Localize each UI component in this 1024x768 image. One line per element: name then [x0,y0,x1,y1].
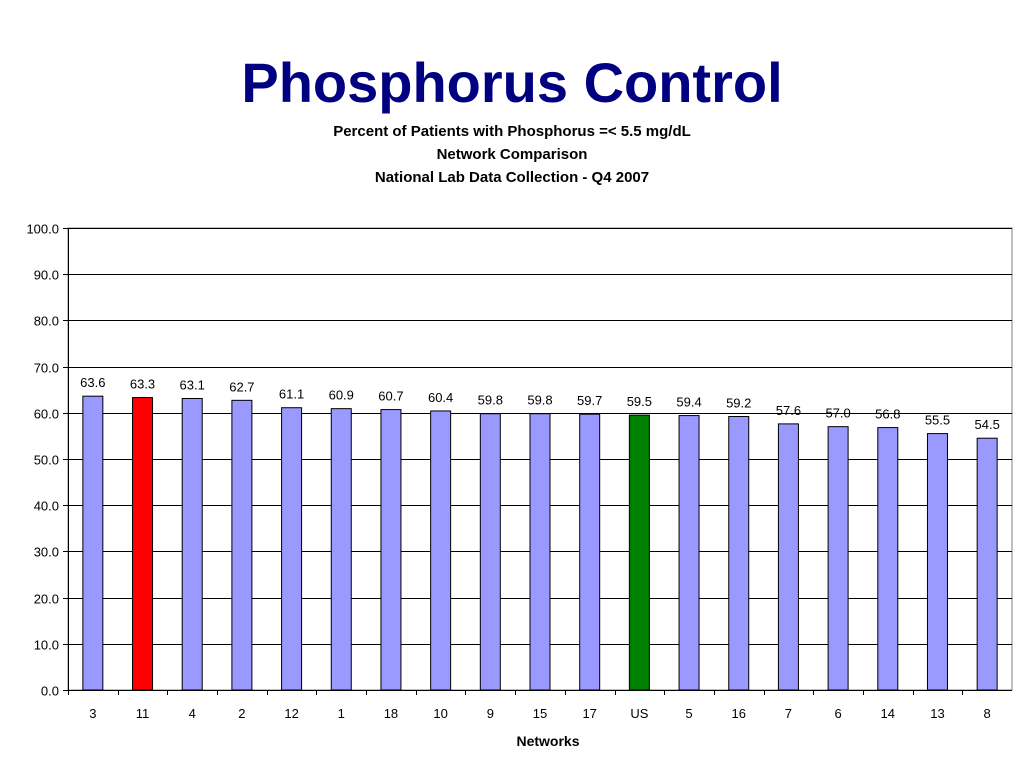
bar-8 [976,437,998,691]
data-label: 59.7 [577,393,602,408]
bar-11 [132,397,154,691]
x-tick-label: 18 [384,706,398,721]
x-tick-label: 5 [685,706,692,721]
x-axis-label: Networks [516,733,579,749]
data-label: 55.5 [925,413,950,428]
x-tick-label: 14 [881,706,895,721]
x-tick-label: US [630,706,648,721]
data-label: 61.1 [279,387,304,402]
bar-16 [728,415,750,691]
chart-title-line-1: Percent of Patients with Phosphorus =< 5… [333,123,691,140]
slide-title: Phosphorus Control [241,51,783,114]
x-tick-label: 12 [284,706,298,721]
data-label: 57.0 [825,406,850,421]
data-label: 63.1 [180,377,205,392]
x-tick-label: 11 [136,706,150,721]
bar-US [628,414,650,691]
y-tick-label: 70.0 [34,361,59,376]
data-label: 59.8 [478,393,503,408]
data-label: 60.4 [428,390,453,405]
y-tick-label: 60.0 [34,407,59,422]
x-tick-label: 4 [189,706,196,721]
data-label: 59.4 [676,395,701,410]
bar-7 [777,423,799,691]
x-tick-label: 7 [785,706,792,721]
data-label: 59.8 [527,393,552,408]
bar-6 [827,426,849,691]
data-label: 63.3 [130,377,155,392]
data-label: 62.7 [229,379,254,394]
bar-18 [380,409,402,691]
bar-5 [678,415,700,691]
x-tick-label: 13 [930,706,944,721]
data-label: 57.6 [776,403,801,418]
y-tick-label: 50.0 [34,453,59,468]
bar-2 [231,399,253,691]
x-tick-label: 17 [582,706,596,721]
y-tick-label: 100.0 [26,222,59,237]
bar-3 [82,395,104,691]
x-tick-label: 10 [433,706,447,721]
x-tick-label: 9 [487,706,494,721]
y-tick-label: 40.0 [34,499,59,514]
x-tick-label: 6 [834,706,841,721]
chart-title-line-3: National Lab Data Collection - Q4 2007 [374,169,650,186]
x-tick-label: 1 [338,706,345,721]
y-tick-label: 10.0 [34,638,59,653]
data-label: 59.5 [627,394,652,409]
bar-10 [430,410,452,691]
x-tick-label: 8 [984,706,991,721]
data-label: 56.8 [875,407,900,422]
bar-9 [479,413,501,691]
bar-14 [877,427,899,691]
x-tick-label: 16 [732,706,746,721]
y-tick-label: 30.0 [34,545,59,560]
y-tick-label: 80.0 [34,314,59,329]
data-label: 54.5 [975,417,1000,432]
bar-4 [181,397,203,691]
data-label: 59.2 [726,395,751,410]
data-label: 60.9 [329,388,354,403]
y-tick-label: 90.0 [34,268,59,283]
data-label: 63.6 [80,375,105,390]
bar-17 [579,413,601,691]
x-tick-label: 2 [238,706,245,721]
y-tick-label: 20.0 [34,592,59,607]
chart-title-line-2: Network Comparison [436,146,588,163]
x-tick-label: 3 [89,706,96,721]
x-tick-label: 15 [533,706,547,721]
y-tick-label: 0.0 [41,684,59,699]
bar-12 [281,407,303,691]
bar-1 [330,408,352,691]
bar-13 [926,433,948,691]
bar-15 [529,413,551,691]
data-label: 60.7 [378,389,403,404]
